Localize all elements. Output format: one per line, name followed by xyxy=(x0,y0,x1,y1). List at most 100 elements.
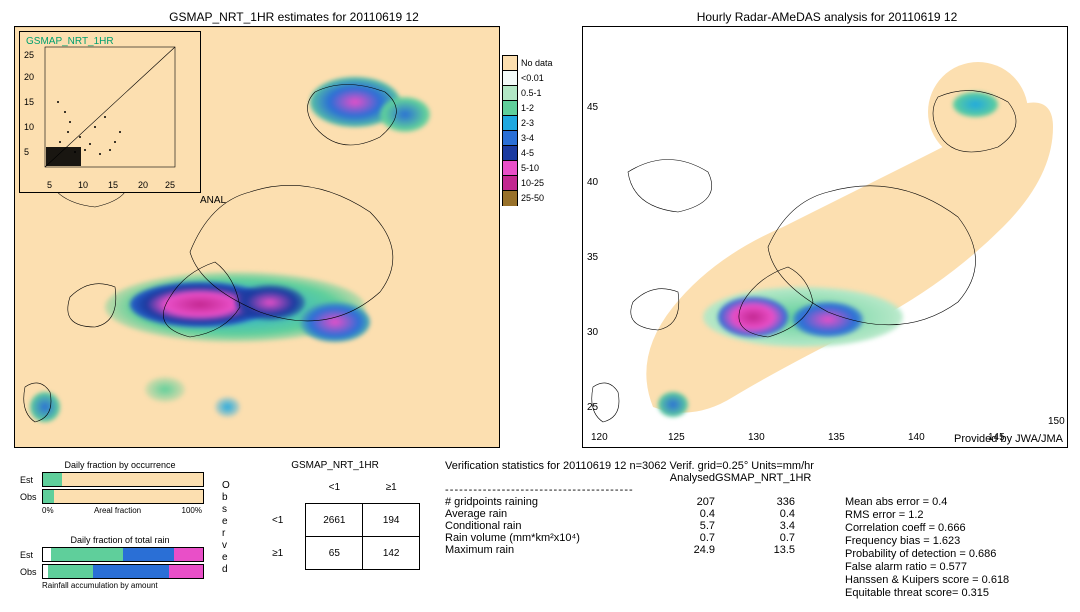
legend-label: No data xyxy=(521,58,553,68)
radar-map-panel: Hourly Radar-AMeDAS analysis for 2011061… xyxy=(582,10,1072,448)
legend-label: 0.5-1 xyxy=(521,88,542,98)
stats-row: Conditional rain5.73.4 xyxy=(445,520,835,532)
legend-swatch xyxy=(502,55,518,71)
bar-segment xyxy=(48,565,93,578)
row-label-obs: Obs xyxy=(20,492,42,502)
lat-tick: 35 xyxy=(587,252,598,263)
observed-side-label: Observed xyxy=(222,480,230,576)
cont-cell: 142 xyxy=(363,537,420,570)
legend-swatch xyxy=(502,160,518,176)
gsmap-map-panel: GSMAP_NRT_1HR estimates for 20110619 12 … xyxy=(14,10,574,448)
legend-row: <0.01 xyxy=(502,70,558,85)
inset-y-tick: 5 xyxy=(24,147,29,157)
color-legend: No data <0.01 0.5-1 1-2 2-3 3-4 4-5 5-10 10-25 25… xyxy=(502,55,558,205)
legend-label: 10-25 xyxy=(521,178,544,188)
lon-tick: 120 xyxy=(591,432,608,443)
stats-right-column: Mean abs error = 0.4RMS error = 1.2Corre… xyxy=(845,496,1075,600)
bar-segment xyxy=(93,565,170,578)
cont-col-header: ≥1 xyxy=(363,471,420,504)
legend-label: 2-3 xyxy=(521,118,534,128)
occurrence-bar-obs xyxy=(42,489,204,504)
stats-value-gsmap: 13.5 xyxy=(715,544,795,556)
coastline xyxy=(583,27,1067,447)
lon-tick: 135 xyxy=(828,432,845,443)
stats-label: Maximum rain xyxy=(445,544,635,556)
lat-tick: 30 xyxy=(587,327,598,338)
legend-swatch xyxy=(502,190,518,206)
lon-tick: 140 xyxy=(908,432,925,443)
occurrence-bar-est xyxy=(42,472,204,487)
gsmap-map: GSMAP_NRT_1HR 5 10 15 20 25 5 10 xyxy=(14,26,500,448)
cont-cell: 65 xyxy=(306,537,363,570)
radar-map-title: Hourly Radar-AMeDAS analysis for 2011061… xyxy=(582,10,1072,24)
legend-row: 25-50 xyxy=(502,190,558,205)
fraction-total-rain: Daily fraction of total rain Est Obs Rai… xyxy=(20,535,220,590)
total-bar-obs xyxy=(42,564,204,579)
radar-map: 120 125 130 135 140 145 150 25 30 35 40 … xyxy=(582,26,1068,448)
legend-label: 4-5 xyxy=(521,148,534,158)
bar-segment xyxy=(51,548,123,561)
fraction-occurrence: Daily fraction by occurrence Est Obs 0% … xyxy=(20,460,220,515)
legend-label: 1-2 xyxy=(521,103,534,113)
legend-label: 25-50 xyxy=(521,193,544,203)
stats-value-analysed: 207 xyxy=(635,496,715,508)
legend-swatch xyxy=(502,100,518,116)
legend-row: 1-2 xyxy=(502,100,558,115)
inset-y-tick: 25 xyxy=(24,50,34,60)
stats-divider: - - - - - - - - - - - - - - - - - - - - … xyxy=(445,484,1075,496)
legend-row: 0.5-1 xyxy=(502,85,558,100)
cont-cell: 194 xyxy=(363,504,420,537)
verification-stats: Verification statistics for 20110619 12 … xyxy=(445,460,1075,600)
bar-segment xyxy=(43,548,51,561)
lon-tick: 125 xyxy=(668,432,685,443)
bar-segment xyxy=(54,490,203,503)
stats-row: Rain volume (mm*km²x10⁴)0.70.7 xyxy=(445,532,835,544)
bar-segment xyxy=(123,548,174,561)
stats-row: # gridpoints raining207336 xyxy=(445,496,835,508)
legend-row: 2-3 xyxy=(502,115,558,130)
axis-0pct: 0% xyxy=(42,506,54,515)
lat-tick: 45 xyxy=(587,102,598,113)
fraction-total-title: Daily fraction of total rain xyxy=(20,535,220,545)
legend-swatch xyxy=(502,70,518,86)
stats-row: Maximum rain24.913.5 xyxy=(445,544,835,556)
total-bar-est xyxy=(42,547,204,562)
gsmap-map-title: GSMAP_NRT_1HR estimates for 20110619 12 xyxy=(14,10,574,24)
stats-metric: False alarm ratio = 0.577 xyxy=(845,561,1075,573)
contingency-title: GSMAP_NRT_1HR xyxy=(250,460,420,471)
axis-mid: Areal fraction xyxy=(94,506,141,515)
legend-label: <0.01 xyxy=(521,73,544,83)
stats-metric: Mean abs error = 0.4 xyxy=(845,496,1075,508)
axis-100pct: 100% xyxy=(182,506,202,515)
row-label-est: Est xyxy=(20,475,42,485)
scatter-plot xyxy=(20,32,200,192)
legend-label: 3-4 xyxy=(521,133,534,143)
stats-row: Average rain0.40.4 xyxy=(445,508,835,520)
bar-segment xyxy=(169,565,203,578)
cont-cell: 2661 xyxy=(306,504,363,537)
bar-segment xyxy=(62,473,203,486)
legend-label: 5-10 xyxy=(521,163,539,173)
legend-row: 5-10 xyxy=(502,160,558,175)
cont-row-header: <1 xyxy=(250,504,306,537)
stats-col1: Analysed xyxy=(635,472,715,484)
stats-col2: GSMAP_NRT_1HR xyxy=(715,472,795,484)
bar-segment xyxy=(43,490,54,503)
stats-value-gsmap: 0.4 xyxy=(715,508,795,520)
lat-tick: 40 xyxy=(587,177,598,188)
stats-metric: Hanssen & Kuipers score = 0.618 xyxy=(845,574,1075,586)
inset-y-tick: 20 xyxy=(24,72,34,82)
legend-swatch xyxy=(502,115,518,131)
inset-x-tick: 10 xyxy=(78,180,88,190)
inset-x-label: ANAL xyxy=(200,195,226,206)
stats-metric: Correlation coeff = 0.666 xyxy=(845,522,1075,534)
bar-segment xyxy=(174,548,203,561)
map-credit: Provided by JWA/JMA xyxy=(954,433,1063,445)
stats-value-analysed: 5.7 xyxy=(635,520,715,532)
legend-row: 4-5 xyxy=(502,145,558,160)
bottom-section: Daily fraction by occurrence Est Obs 0% … xyxy=(0,460,1080,610)
stats-left-column: # gridpoints raining207336Average rain 0.… xyxy=(445,496,835,600)
stats-metric: RMS error = 1.2 xyxy=(845,509,1075,521)
legend-swatch xyxy=(502,85,518,101)
stats-label: Average rain xyxy=(445,508,635,520)
